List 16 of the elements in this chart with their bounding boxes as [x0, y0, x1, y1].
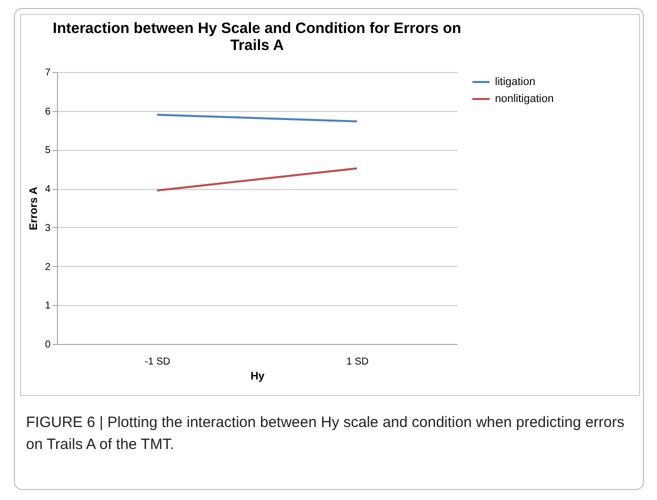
x-tick-label: -1 SD: [144, 356, 170, 368]
legend-label: nonlitigation: [495, 93, 554, 105]
y-tick-label: 5: [44, 145, 51, 156]
y-tick-label: 0: [44, 340, 51, 350]
y-tick-label: 4: [44, 184, 51, 196]
y-axis-title: Errors A: [28, 186, 40, 230]
y-tick-label: 3: [44, 222, 51, 234]
caption: FIGURE 6 | Plotting the interaction between Hy scale and condition when predicting errors on Trails A of the TMT.: [26, 413, 626, 455]
legend-label: litigation: [495, 76, 536, 88]
y-tick-label: 6: [44, 106, 51, 118]
x-axis-title: Hy: [250, 370, 266, 382]
y-tick-label: 2: [44, 262, 51, 273]
chart-title: Interaction between Hy Scale and Condition for Errors on Trails A: [52, 20, 462, 54]
y-tick-label: 1: [44, 300, 51, 312]
x-tick-label: 1 SD: [346, 356, 369, 368]
y-tick-label: 7: [44, 68, 51, 78]
